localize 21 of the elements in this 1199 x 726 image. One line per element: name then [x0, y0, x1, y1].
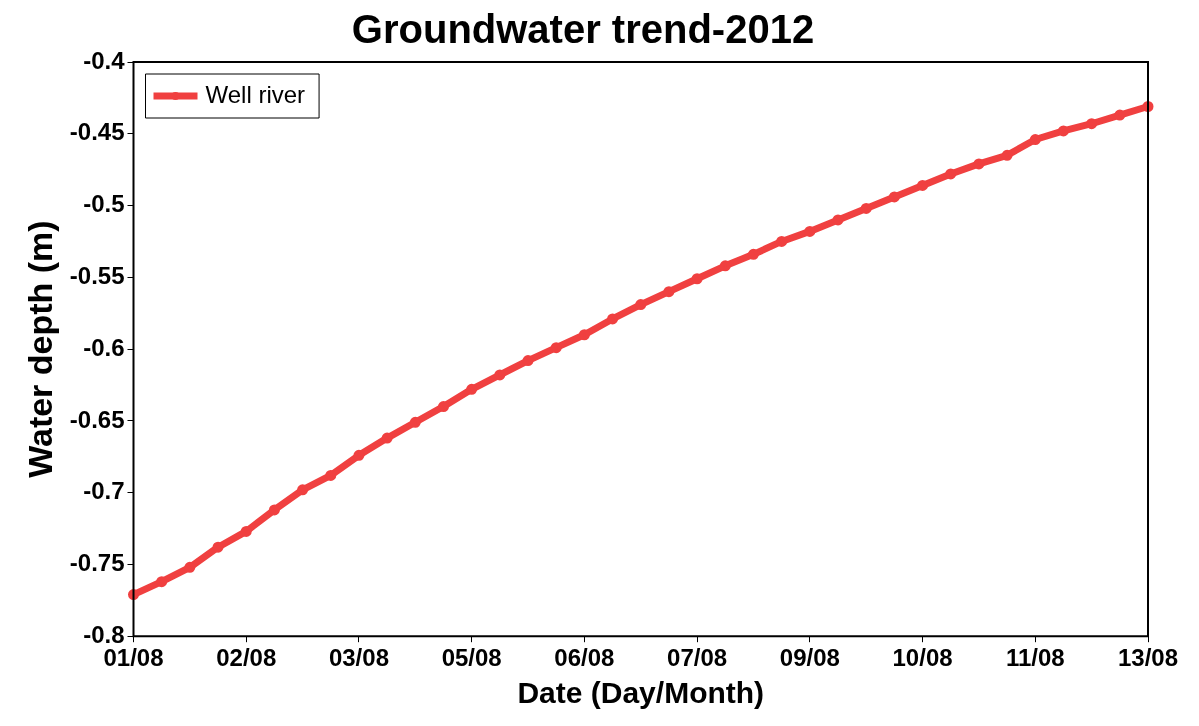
y-tick-label: -0.7 — [83, 477, 125, 505]
y-tick-label: -0.75 — [69, 549, 125, 577]
y-axis-title: Water depth (m) — [20, 220, 59, 478]
x-tick-label: 03/08 — [328, 644, 389, 672]
x-axis-title: Date (Day/Month) — [517, 676, 765, 710]
y-tick-label: -0.45 — [69, 118, 125, 146]
y-tick-label: -0.6 — [83, 333, 125, 361]
x-tick-label: 05/08 — [441, 644, 502, 672]
x-tick-label: 11/08 — [1005, 644, 1065, 672]
x-tick-label: 09/08 — [779, 644, 840, 672]
x-tick-label: 02/08 — [216, 644, 277, 672]
y-tick-label: -0.65 — [69, 405, 125, 433]
legend-label: Well river — [205, 80, 306, 108]
y-tick-label: -0.4 — [83, 46, 126, 74]
y-tick-label: -0.55 — [69, 261, 125, 289]
x-tick-label: 13/08 — [1117, 644, 1179, 672]
x-tick-label: 10/08 — [892, 644, 953, 672]
x-tick-label: 07/08 — [667, 644, 728, 672]
chart-title: Groundwater trend-2012 — [351, 7, 815, 52]
x-tick-label: 06/08 — [554, 644, 615, 672]
y-tick-label: -0.5 — [83, 190, 125, 218]
